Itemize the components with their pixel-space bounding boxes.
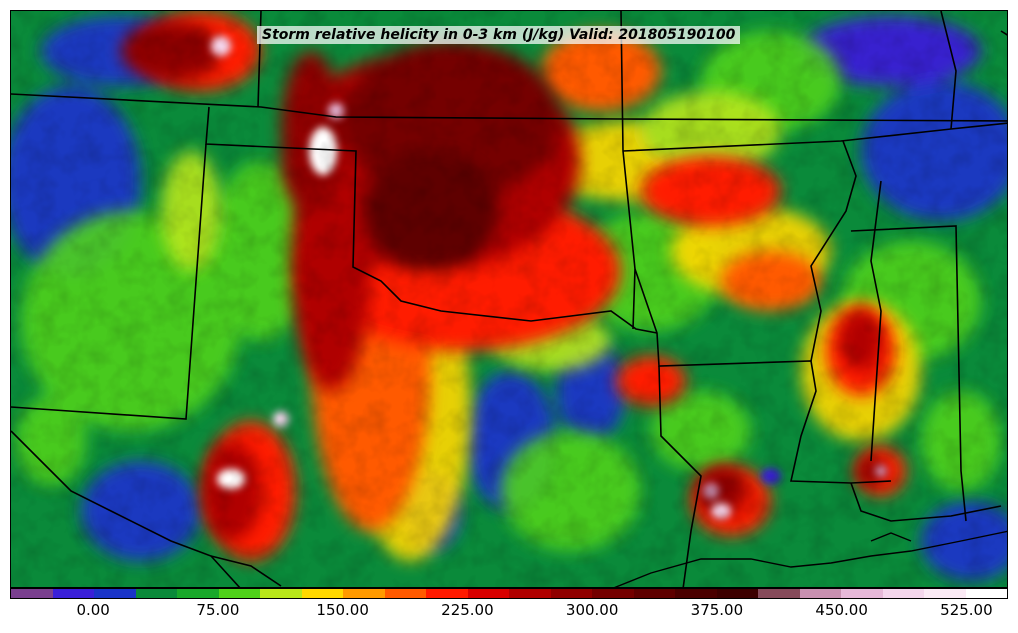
colorbar-segment xyxy=(135,589,177,598)
colorbar-segment xyxy=(11,589,53,598)
colorbar-tick-labels: 0.00 75.00 150.00 225.00 300.00 375.00 450.00 5… xyxy=(10,601,1008,625)
colorbar-tick-label: 75.00 xyxy=(196,601,240,619)
colorbar-segment xyxy=(467,589,509,598)
colorbar-segment xyxy=(384,589,426,598)
colorbar-segment xyxy=(758,589,800,598)
colorbar-segment xyxy=(882,589,924,598)
colorbar-segment xyxy=(633,589,675,598)
map-title: Storm relative helicity in 0-3 km (J/kg)… xyxy=(257,26,741,44)
colorbar-segment xyxy=(675,589,717,598)
colorbar-segment xyxy=(550,589,592,598)
colorbar-segment xyxy=(260,589,302,598)
colorbar-segment xyxy=(218,589,260,598)
colorbar xyxy=(10,588,1008,599)
state-boundaries xyxy=(11,11,1007,587)
map-canvas xyxy=(11,11,1007,587)
colorbar-segment xyxy=(343,589,385,598)
colorbar-segment xyxy=(924,589,966,598)
helicity-map: Storm relative helicity in 0-3 km (J/kg)… xyxy=(10,10,1008,588)
colorbar-tick-label: 375.00 xyxy=(690,601,744,619)
colorbar-segment xyxy=(301,589,343,598)
colorbar-segment xyxy=(52,589,94,598)
colorbar-segment xyxy=(965,589,1007,598)
colorbar-segment xyxy=(841,589,883,598)
colorbar-segment xyxy=(177,589,219,598)
colorbar-segment xyxy=(509,589,551,598)
colorbar-tick-label: 300.00 xyxy=(565,601,619,619)
colorbar-tick-label: 525.00 xyxy=(940,601,993,619)
colorbar-tick-label: 225.00 xyxy=(441,601,494,619)
colorbar-segment xyxy=(94,589,136,598)
colorbar-segment xyxy=(716,589,758,598)
colorbar-tick-label: 450.00 xyxy=(815,601,868,619)
colorbar-tick-label: 0.00 xyxy=(76,601,110,619)
coastline xyxy=(614,530,1007,587)
colorbar-segment xyxy=(799,589,841,598)
colorbar-segment xyxy=(426,589,468,598)
colorbar-tick-label: 150.00 xyxy=(316,601,369,619)
colorbar-segment xyxy=(592,589,634,598)
